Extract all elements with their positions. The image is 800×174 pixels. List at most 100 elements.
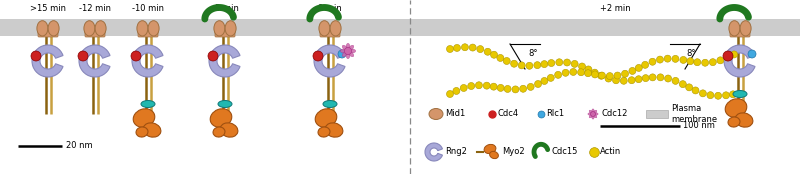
Ellipse shape xyxy=(319,21,330,36)
Circle shape xyxy=(680,56,687,64)
FancyBboxPatch shape xyxy=(138,29,158,37)
Circle shape xyxy=(635,76,642,83)
Ellipse shape xyxy=(318,127,330,137)
Ellipse shape xyxy=(134,109,154,127)
Ellipse shape xyxy=(218,101,232,108)
Ellipse shape xyxy=(340,49,346,53)
Circle shape xyxy=(526,62,533,69)
Circle shape xyxy=(462,44,469,51)
Text: Cdc12: Cdc12 xyxy=(601,109,627,118)
Circle shape xyxy=(686,84,693,91)
Ellipse shape xyxy=(330,21,341,36)
Circle shape xyxy=(460,85,467,92)
Circle shape xyxy=(547,74,554,81)
Circle shape xyxy=(585,66,592,73)
Circle shape xyxy=(504,85,511,92)
Circle shape xyxy=(563,59,570,66)
Circle shape xyxy=(527,83,534,90)
Circle shape xyxy=(748,50,756,58)
Circle shape xyxy=(605,75,612,82)
Ellipse shape xyxy=(594,110,597,114)
Text: Cdc15: Cdc15 xyxy=(551,148,578,156)
Circle shape xyxy=(453,88,460,94)
Circle shape xyxy=(578,69,585,76)
Ellipse shape xyxy=(429,109,443,120)
Text: Rlc1: Rlc1 xyxy=(546,109,564,118)
Circle shape xyxy=(541,61,548,68)
Circle shape xyxy=(31,51,41,61)
Text: Actin: Actin xyxy=(600,148,622,156)
Circle shape xyxy=(454,44,461,52)
Text: -10 min: -10 min xyxy=(132,4,164,13)
Wedge shape xyxy=(79,45,110,77)
Circle shape xyxy=(664,55,671,62)
Ellipse shape xyxy=(143,123,161,137)
Text: 8°: 8° xyxy=(528,49,538,58)
Circle shape xyxy=(490,83,497,90)
Ellipse shape xyxy=(342,52,347,57)
Ellipse shape xyxy=(210,109,232,127)
Text: 0 min: 0 min xyxy=(318,4,342,13)
Circle shape xyxy=(484,48,491,55)
Circle shape xyxy=(483,82,490,89)
FancyBboxPatch shape xyxy=(730,29,750,37)
Circle shape xyxy=(477,46,484,53)
Circle shape xyxy=(657,74,664,81)
Circle shape xyxy=(338,50,346,58)
Ellipse shape xyxy=(592,109,594,113)
Circle shape xyxy=(446,45,454,53)
Circle shape xyxy=(556,59,562,66)
Circle shape xyxy=(649,74,656,81)
Ellipse shape xyxy=(220,123,238,137)
Circle shape xyxy=(503,57,510,65)
Ellipse shape xyxy=(490,151,498,159)
Circle shape xyxy=(590,112,595,116)
Ellipse shape xyxy=(95,21,106,36)
Circle shape xyxy=(722,92,730,99)
Circle shape xyxy=(520,85,526,92)
Bar xyxy=(0,19,800,36)
FancyBboxPatch shape xyxy=(320,29,340,37)
Ellipse shape xyxy=(733,90,747,97)
Circle shape xyxy=(635,64,642,72)
Circle shape xyxy=(642,75,649,82)
Circle shape xyxy=(672,55,679,62)
Text: Myo2: Myo2 xyxy=(502,148,525,156)
Ellipse shape xyxy=(726,99,746,117)
Ellipse shape xyxy=(323,101,337,108)
Ellipse shape xyxy=(589,110,593,114)
Circle shape xyxy=(497,54,504,61)
Ellipse shape xyxy=(136,127,148,137)
Text: -12 min: -12 min xyxy=(79,4,111,13)
Circle shape xyxy=(490,51,498,58)
Ellipse shape xyxy=(141,101,155,108)
Circle shape xyxy=(534,81,542,88)
Text: Mid1: Mid1 xyxy=(445,109,466,118)
Circle shape xyxy=(518,62,525,69)
FancyBboxPatch shape xyxy=(85,29,105,37)
Circle shape xyxy=(642,61,649,68)
Circle shape xyxy=(657,56,663,63)
Circle shape xyxy=(665,75,671,82)
Ellipse shape xyxy=(594,113,598,115)
Circle shape xyxy=(446,90,454,97)
Circle shape xyxy=(497,84,504,91)
Bar xyxy=(646,110,668,118)
Ellipse shape xyxy=(214,21,225,36)
Circle shape xyxy=(699,90,706,97)
Circle shape xyxy=(692,87,699,94)
Ellipse shape xyxy=(137,21,148,36)
Circle shape xyxy=(598,72,606,79)
Wedge shape xyxy=(132,45,163,77)
Circle shape xyxy=(687,58,694,65)
Circle shape xyxy=(571,60,578,67)
FancyBboxPatch shape xyxy=(215,29,235,37)
Ellipse shape xyxy=(148,21,159,36)
Circle shape xyxy=(649,58,656,65)
Text: -3 min: -3 min xyxy=(211,4,238,13)
Circle shape xyxy=(622,70,629,77)
Ellipse shape xyxy=(346,52,350,59)
Wedge shape xyxy=(209,45,240,77)
Ellipse shape xyxy=(588,113,592,115)
Circle shape xyxy=(710,59,716,66)
